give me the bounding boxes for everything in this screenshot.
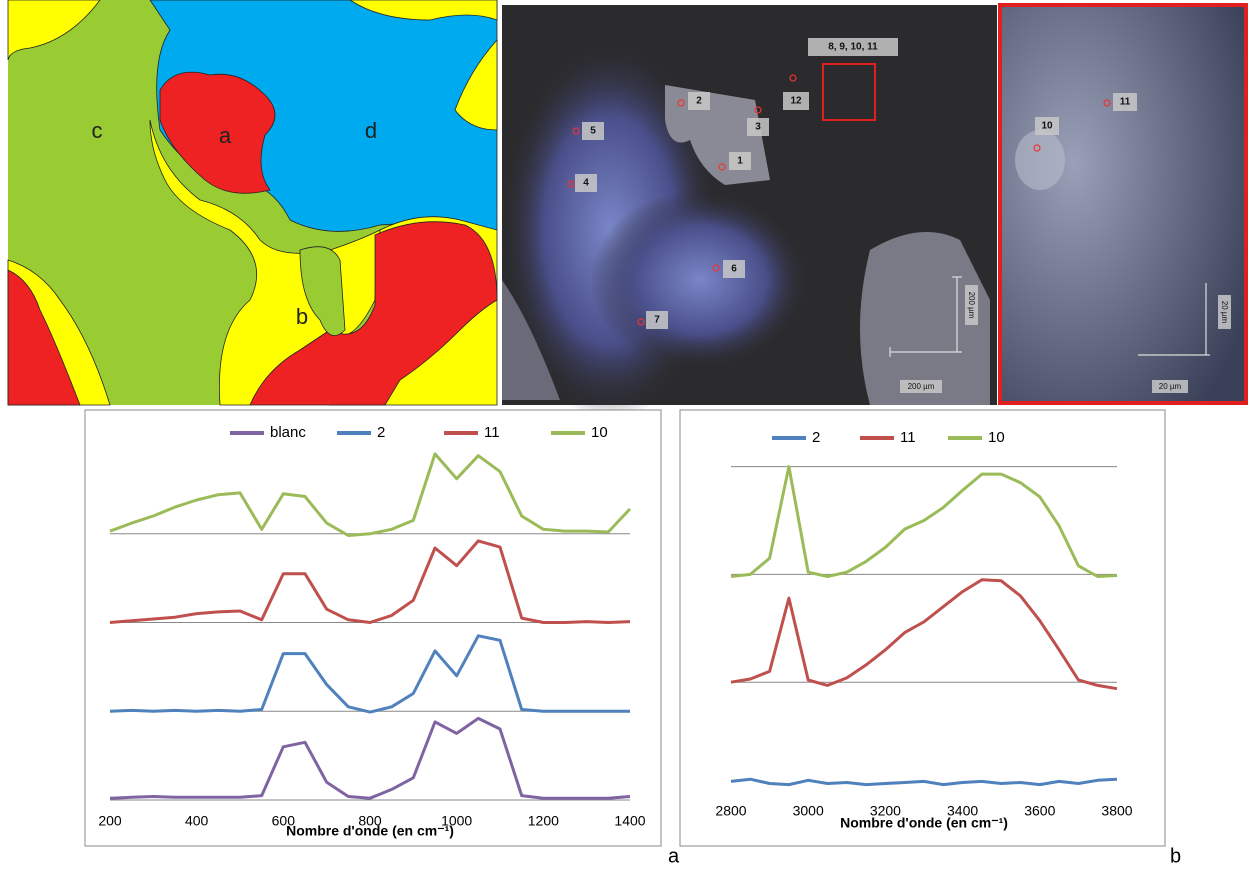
micrograph: 8, 9, 10, 11 1 2 3 4 5 6 7 12 200 µm 200… — [500, 5, 997, 420]
scale-label: 20 µm — [1159, 382, 1182, 391]
legend-label: 11 — [900, 429, 916, 446]
chart-frame — [679, 409, 1166, 847]
zone-label: 8, 9, 10, 11 — [828, 42, 878, 53]
x-tick-label: 3000 — [793, 803, 824, 819]
scale-label: 20 µm — [1220, 301, 1229, 324]
map-label: c — [92, 118, 103, 143]
spectrum-line — [109, 634, 630, 714]
spot-label: 3 — [755, 122, 761, 133]
legend-label: 11 — [484, 424, 500, 441]
panel-label: b — [1170, 845, 1181, 867]
x-tick-label: 3800 — [1101, 803, 1132, 819]
x-axis-label: Nombre d'onde (en cm⁻¹) — [840, 815, 1008, 831]
x-tick-label: 1200 — [528, 813, 559, 829]
spectrum-line — [730, 465, 1118, 578]
zoom-image: 10 11 20 µm 20 µm — [998, 3, 1248, 405]
spot-label: 10 — [1041, 121, 1053, 132]
spectrum-line — [730, 777, 1118, 787]
map-label: a — [219, 123, 232, 148]
scale-label: 200 µm — [908, 382, 935, 391]
spectrum-line — [109, 539, 631, 624]
spot-label: 11 — [1120, 97, 1131, 108]
scale-label: 200 µm — [967, 292, 976, 319]
spot-label: 1 — [737, 156, 743, 167]
spot-label: 2 — [696, 96, 702, 107]
spectrum-line — [109, 452, 632, 537]
x-tick-label: 800 — [358, 813, 382, 829]
x-tick-label: 400 — [185, 813, 209, 829]
x-tick-label: 1000 — [441, 813, 472, 829]
legend-label: 2 — [812, 429, 820, 446]
x-tick-label: 200 — [98, 813, 122, 829]
spot-label: 6 — [731, 264, 737, 275]
map-label: b — [296, 304, 308, 329]
phase-map: a b c d — [7, 0, 498, 406]
spot-label: 4 — [583, 178, 589, 189]
x-tick-label: 3400 — [947, 803, 978, 819]
x-tick-label: 2800 — [715, 803, 746, 819]
spectrum-line — [109, 716, 631, 800]
legend-label: 2 — [377, 424, 385, 441]
spot-label: 7 — [654, 315, 660, 326]
legend-label: blanc — [270, 424, 306, 441]
map-label: d — [365, 118, 377, 143]
spot-label: 5 — [590, 126, 596, 137]
legend-label: 10 — [988, 429, 1005, 446]
panel-label: a — [668, 845, 680, 867]
legend-label: 10 — [591, 424, 608, 441]
chart-frame — [84, 409, 662, 847]
x-tick-label: 3200 — [870, 803, 901, 819]
x-tick-label: 600 — [272, 813, 296, 829]
x-tick-label: 3600 — [1024, 803, 1055, 819]
spectrum-line — [730, 578, 1118, 691]
x-axis-label: Nombre d'onde (en cm⁻¹) — [286, 823, 454, 839]
spot-label: 12 — [790, 96, 802, 107]
x-tick-label: 1400 — [614, 813, 645, 829]
